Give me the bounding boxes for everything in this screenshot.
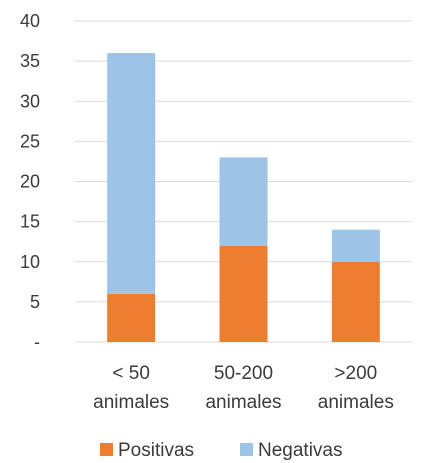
y-tick-label-40: 40: [20, 11, 40, 31]
y-tick-label-25: 25: [20, 131, 40, 151]
y-tick-label-30: 30: [20, 91, 40, 111]
y-tick-label-10: 10: [20, 252, 40, 272]
x-axis-category-labels: < 50 animales 50-200 animales >200 animales: [93, 363, 394, 413]
bars: [107, 53, 380, 342]
y-axis-tick-labels: - 5 10 15 20 25 30 35 40: [20, 11, 40, 352]
x-tick-label-2-line-1: animales: [318, 392, 394, 413]
x-tick-label-0-line-1: animales: [93, 392, 169, 413]
legend: Positivas Negativas: [100, 440, 343, 461]
bar-negativas-1: [219, 157, 268, 246]
bar-positivas-1: [219, 245, 268, 342]
x-tick-label-1-line-1: animales: [205, 392, 281, 413]
legend-swatch-positivas: [100, 443, 113, 456]
x-tick-label-1-line-0: 50-200: [214, 363, 273, 384]
legend-label-negativas: Negativas: [258, 440, 343, 461]
legend-swatch-negativas: [240, 443, 253, 456]
x-tick-label-0-line-0: < 50: [112, 363, 150, 384]
y-tick-label-35: 35: [20, 51, 40, 71]
bar-positivas-2: [331, 261, 380, 342]
y-tick-label-5: 5: [30, 292, 40, 312]
y-tick-label-15: 15: [20, 212, 40, 232]
x-tick-label-2-line-0: >200: [334, 363, 377, 384]
legend-label-positivas: Positivas: [118, 440, 194, 461]
bar-negativas-2: [331, 229, 380, 262]
bar-negativas-0: [107, 53, 156, 294]
bar-positivas-0: [107, 293, 156, 342]
y-tick-label-0: -: [34, 332, 40, 352]
y-tick-label-20: 20: [20, 172, 40, 192]
